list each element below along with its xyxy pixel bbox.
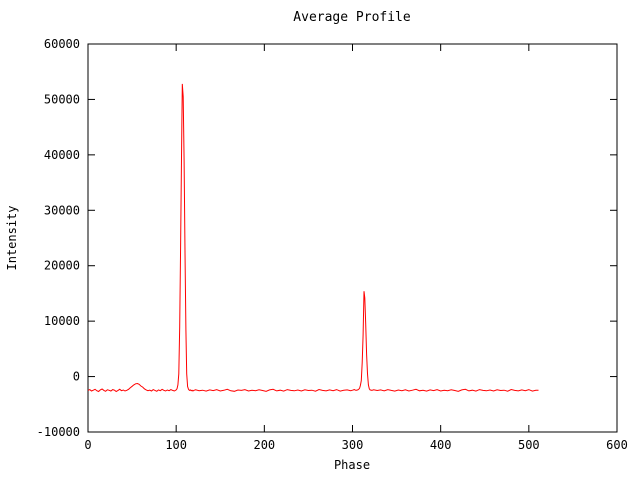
y-tick-label: 60000 <box>44 37 80 51</box>
y-tick-label: 30000 <box>44 203 80 217</box>
x-tick-label: 400 <box>430 438 452 452</box>
y-tick-label: 50000 <box>44 92 80 106</box>
data-series <box>87 83 539 393</box>
average-profile-line <box>87 83 539 393</box>
x-tick-label: 500 <box>518 438 540 452</box>
y-tick-label: -10000 <box>37 425 80 439</box>
x-axis-label: Phase <box>334 458 370 472</box>
chart-title: Average Profile <box>293 10 411 25</box>
plot-border <box>87 43 618 433</box>
y-tick-label: 0 <box>73 370 80 384</box>
y-axis-label: Intensity <box>5 205 19 270</box>
x-tick-label: 200 <box>253 438 275 452</box>
x-tick-label: 300 <box>342 438 364 452</box>
x-tick-label: 100 <box>165 438 187 452</box>
y-tick-label: 10000 <box>44 314 80 328</box>
y-tick-label: 40000 <box>44 148 80 162</box>
x-tick-label: 600 <box>606 438 628 452</box>
axis-ticks: 0 100 200 300 400 500 600 -10000 0 10000 20000 3000… <box>37 37 628 452</box>
x-tick-label: 0 <box>84 438 91 452</box>
y-tick-label: 20000 <box>44 259 80 273</box>
